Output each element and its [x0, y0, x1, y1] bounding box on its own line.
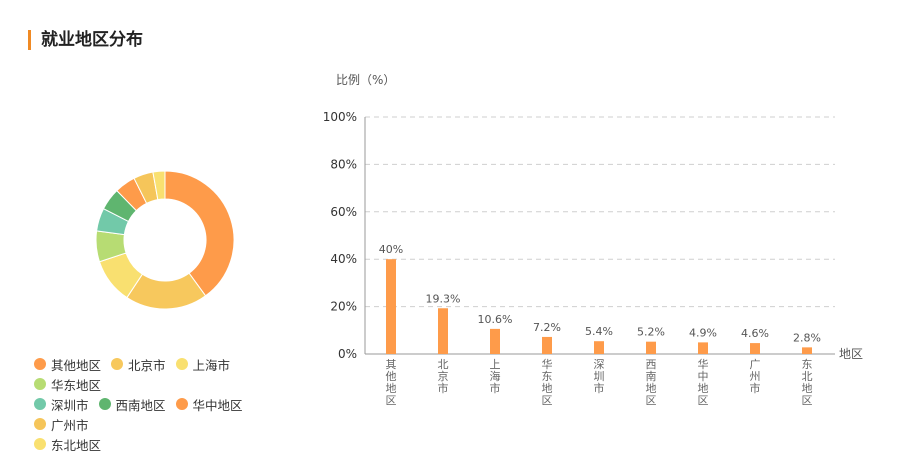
y-tick-label: 40% — [330, 252, 357, 266]
x-tick-label: 华中地区 — [698, 357, 709, 407]
x-tick-label: 北京市 — [438, 358, 449, 395]
legend-item-2[interactable]: 上海市 — [175, 356, 231, 373]
donut-slice-8[interactable] — [152, 170, 166, 201]
donut-slice-0[interactable] — [164, 170, 235, 297]
y-tick-label: 0% — [338, 347, 357, 361]
legend-label: 华东地区 — [51, 377, 102, 393]
bar-chart: 比例（%） 0% 20% 40% 60% 80% 100% 地区 40% 其他地区 19.3% 北京市… — [323, 73, 863, 407]
x-tick-label: 广州市 — [750, 358, 761, 395]
bar-0[interactable] — [386, 259, 396, 354]
donut-legend: 其他地区 北京市 上海市华东地区深圳市 西南地区 华中地区广州市东北地区 — [34, 356, 304, 456]
y-tick-label: 80% — [330, 157, 357, 171]
y-tick-label: 100% — [323, 110, 357, 124]
legend-item-8[interactable]: 东北地区 — [34, 436, 102, 453]
legend-item-4[interactable]: 深圳市 — [34, 396, 89, 413]
legend-label: 华中地区 — [192, 397, 243, 413]
x-tick-label: 西南地区 — [646, 358, 657, 407]
legend-label: 深圳市 — [51, 397, 89, 413]
bar-data-label: 4.6% — [741, 327, 769, 340]
bar-data-label: 5.4% — [585, 325, 613, 338]
legend-label: 上海市 — [192, 357, 231, 373]
legend-label: 北京市 — [128, 357, 166, 373]
legend-dot-icon — [175, 358, 188, 370]
donut-chart — [95, 170, 235, 310]
bar-7[interactable] — [750, 343, 760, 354]
bar-data-label: 19.3% — [426, 292, 461, 305]
legend-label: 广州市 — [51, 417, 89, 433]
bar-1[interactable] — [438, 308, 448, 354]
bar-8[interactable] — [802, 347, 812, 354]
legend-dot-icon — [34, 438, 46, 450]
bar-data-label: 40% — [379, 243, 403, 256]
bar-3[interactable] — [542, 336, 552, 354]
legend-dot-icon — [175, 398, 188, 410]
legend-dot-icon — [111, 358, 124, 370]
bar-data-label: 5.2% — [637, 326, 665, 339]
legend-item-6[interactable]: 华中地区 — [175, 396, 243, 413]
legend-item-5[interactable]: 西南地区 — [98, 396, 166, 413]
bar-5[interactable] — [646, 341, 656, 354]
legend-dot-icon — [98, 398, 111, 410]
x-tick-label: 深圳市 — [594, 358, 605, 395]
x-tick-label: 东北地区 — [802, 358, 813, 407]
bar-2[interactable] — [490, 328, 500, 354]
legend-label: 东北地区 — [51, 437, 102, 453]
y-axis-label: 比例（%） — [336, 73, 395, 87]
x-axis-label: 地区 — [839, 347, 863, 361]
bar-data-label: 2.8% — [793, 331, 821, 344]
bar-data-label: 7.2% — [533, 321, 561, 334]
bar-data-label: 10.6% — [478, 313, 513, 326]
legend-dot-icon — [34, 358, 46, 370]
legend-dot-icon — [34, 378, 46, 390]
x-tick-label: 华东地区 — [542, 357, 553, 407]
bar-6[interactable] — [698, 342, 708, 354]
legend-label: 其他地区 — [51, 357, 102, 373]
legend-dot-icon — [34, 398, 46, 410]
legend-dot-icon — [34, 418, 46, 430]
legend-item-3[interactable]: 华东地区 — [34, 376, 102, 393]
bar-data-label: 4.9% — [689, 326, 717, 339]
y-tick-label: 20% — [330, 300, 357, 314]
bar-4[interactable] — [594, 341, 604, 354]
legend-item-0[interactable]: 其他地区 — [34, 356, 102, 373]
y-tick-label: 60% — [330, 205, 357, 219]
legend-item-1[interactable]: 北京市 — [111, 356, 166, 373]
x-tick-label: 上海市 — [490, 358, 501, 395]
section-title: 就业地区分布 — [28, 30, 143, 50]
x-tick-label: 其他地区 — [386, 358, 397, 407]
legend-label: 西南地区 — [115, 397, 166, 413]
legend-item-7[interactable]: 广州市 — [34, 416, 89, 433]
